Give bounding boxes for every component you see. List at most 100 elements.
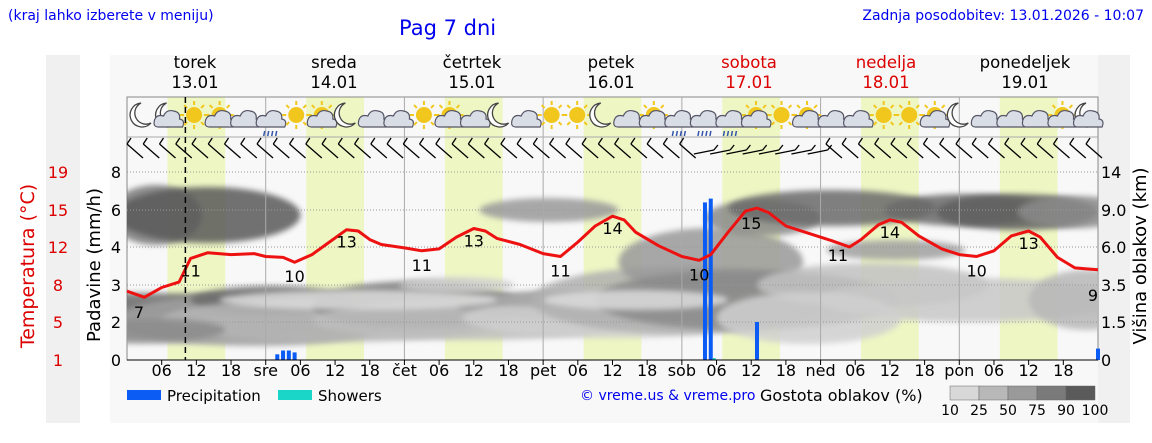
sun-ray	[328, 104, 333, 109]
barb-shaft	[467, 143, 485, 159]
barb-feather	[337, 137, 343, 145]
sun-ray	[302, 104, 307, 109]
cloud-density-level: 100	[1082, 403, 1109, 419]
left-axis-panel	[46, 55, 80, 423]
barb-shaft	[224, 143, 241, 159]
wind-barb	[419, 137, 437, 159]
barb-feather	[646, 137, 652, 145]
barb-feather	[484, 137, 490, 145]
barb-feather	[386, 137, 392, 145]
cloud-density-blob	[479, 198, 619, 222]
wind-barb	[175, 137, 193, 159]
wind-barb	[906, 137, 924, 159]
barb-shaft	[272, 143, 290, 159]
sun-cloud-icon	[204, 101, 236, 129]
wind-barb	[223, 137, 241, 159]
sun-ray	[285, 121, 290, 126]
sun-ray	[796, 104, 801, 109]
barb-shaft	[532, 143, 550, 159]
barb-feather	[516, 137, 522, 145]
sun-icon	[767, 101, 796, 129]
last-update: Zadnja posodobitev: 13.01.2026 - 10:07	[862, 8, 1144, 24]
barb-shaft	[646, 143, 664, 159]
temperature-labels: 7 11 10 13 11 13 11 14 10 15 11 14 10 13 9	[134, 214, 1098, 322]
cloud-icon	[383, 109, 414, 128]
rain-drop	[697, 130, 700, 137]
sun-ray	[787, 104, 793, 109]
x-tick-label: 06	[429, 361, 449, 380]
cloud-icon	[843, 109, 874, 128]
barb-feather	[1069, 137, 1075, 145]
cloud-height-tick-label: 0	[1101, 351, 1111, 370]
cloud-height-tick-label: 14	[1101, 163, 1121, 182]
wind-barb	[1069, 137, 1087, 159]
x-tick-label: 06	[984, 361, 1004, 380]
barb-shaft	[386, 143, 404, 159]
showers-swatch	[278, 390, 312, 400]
x-axis: 06 12 18 sre 06 12 18 čet 06 12 18 pet 06 12 18 sob 06 12…	[127, 359, 1098, 380]
barb-shaft	[451, 143, 469, 159]
sun-cloud-icon	[638, 101, 670, 129]
cloud-icon	[511, 109, 542, 128]
wind-barb	[890, 137, 908, 159]
barb-feather	[175, 137, 181, 145]
rain-drop	[262, 130, 266, 137]
day-header-saturday: sobota 17.01	[694, 53, 804, 93]
weather-icons-row	[129, 101, 1104, 137]
cloud-density-level: 75	[1028, 403, 1046, 419]
temp-tick-label: 5	[53, 313, 63, 332]
x-tick-label: pon	[944, 361, 974, 380]
barb-feather	[614, 137, 620, 145]
temperature-label: 10	[966, 262, 986, 281]
barb-feather	[289, 137, 295, 145]
location-hint[interactable]: (kraj lahko izberete v meniju)	[8, 8, 214, 24]
rain-drop	[266, 130, 270, 137]
barb-feather	[713, 144, 719, 151]
credit[interactable]: © vreme.us & vreme.pro	[580, 388, 756, 404]
sun-ray	[566, 104, 571, 109]
sun-ray	[915, 121, 920, 126]
wind-barb	[354, 137, 371, 159]
wind-barb	[467, 137, 485, 159]
cloud-height-axis-title: Višina oblakov (km)	[1130, 167, 1151, 344]
wind-barb	[142, 137, 160, 159]
x-tick-label: 12	[1018, 361, 1038, 380]
wind-barb	[1085, 137, 1103, 159]
barb-shaft	[305, 143, 323, 159]
day-date: 19.01	[1001, 73, 1049, 92]
moon-shape	[589, 102, 612, 128]
barb-shaft	[955, 143, 973, 159]
wind-barb	[402, 137, 420, 159]
sun-ray	[183, 104, 188, 109]
barb-shaft	[175, 143, 193, 159]
precip-axis-title: Padavine (mm/h)	[84, 188, 105, 342]
moon-shape	[487, 102, 510, 128]
sun-ray	[924, 104, 929, 109]
day-name: torek	[173, 53, 217, 72]
temperature-label: 14	[602, 219, 622, 238]
cloud-density-swatch	[978, 385, 1009, 401]
sun-ray	[762, 104, 767, 109]
wind-barb	[549, 137, 567, 159]
barb-shaft	[1004, 143, 1022, 159]
cloud-density-blob	[1017, 196, 1098, 228]
sun-ray	[558, 104, 563, 109]
barb-shaft	[858, 143, 875, 159]
barb-shaft	[662, 143, 680, 159]
legend-showers-label: Showers	[318, 387, 382, 405]
barb-shaft	[775, 149, 796, 155]
cloud-rain-icon	[255, 109, 287, 137]
temperature-label: 13	[336, 233, 356, 252]
barb-feather	[191, 137, 197, 145]
temp-tick-label: 12	[48, 238, 68, 257]
barb-shaft	[874, 143, 892, 159]
rain-drop	[734, 130, 738, 137]
day-name: ponedeljek	[979, 53, 1071, 72]
day-date: 17.01	[725, 73, 773, 92]
barb-shaft	[971, 143, 989, 159]
legend-precipitation-label: Precipitation	[167, 387, 261, 405]
x-tick-label: pet	[530, 361, 556, 380]
barb-feather	[971, 137, 977, 145]
precipitation-bar	[754, 322, 759, 360]
